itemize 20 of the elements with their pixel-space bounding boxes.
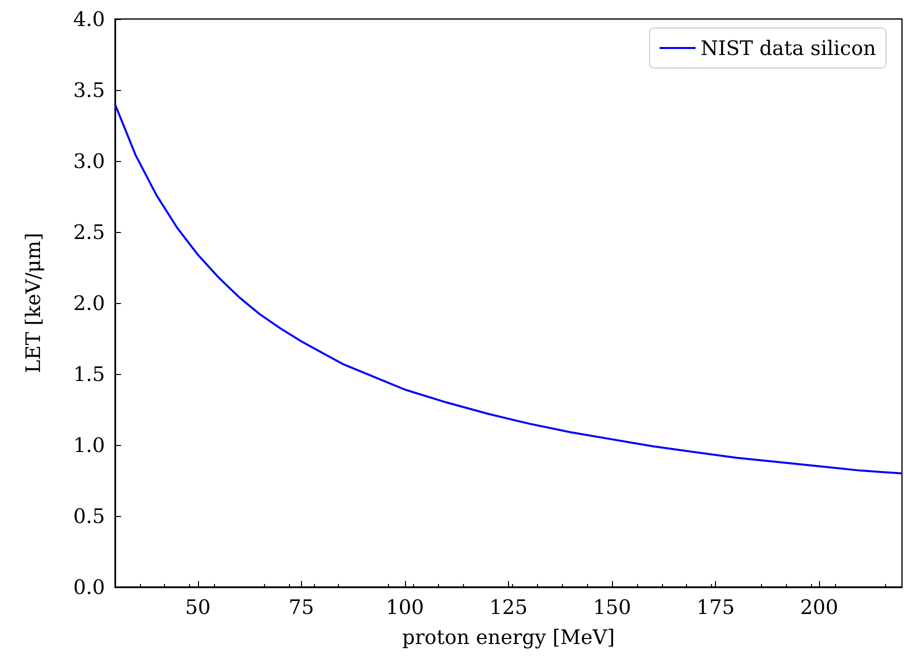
y-axis-title: LET [keV/μm] [21,232,45,374]
y-tick-label: 0.0 [73,575,105,599]
y-tick-label: 0.5 [73,504,105,528]
x-tick-label: 200 [800,595,838,619]
y-tick-label: 4.0 [73,7,105,31]
x-tick-label: 150 [592,595,632,619]
y-tick-label: 3.5 [73,78,105,102]
y-tick-label: 1.0 [73,433,105,457]
line-series [114,103,903,474]
y-tick-label: 1.5 [73,362,105,386]
x-tick-label: 125 [489,595,528,619]
x-tick-label: 100 [386,595,424,619]
x-tick-label: 75 [288,595,314,619]
y-tick-label: 3.0 [73,149,105,173]
x-tick-label: 50 [185,595,211,619]
legend-label: NIST data silicon [700,36,876,60]
x-axis-title: proton energy [MeV] [402,625,615,649]
y-tick-label: 2.0 [73,291,105,315]
y-tick-label: 2.5 [73,220,105,244]
x-tick-label: 175 [696,595,735,619]
